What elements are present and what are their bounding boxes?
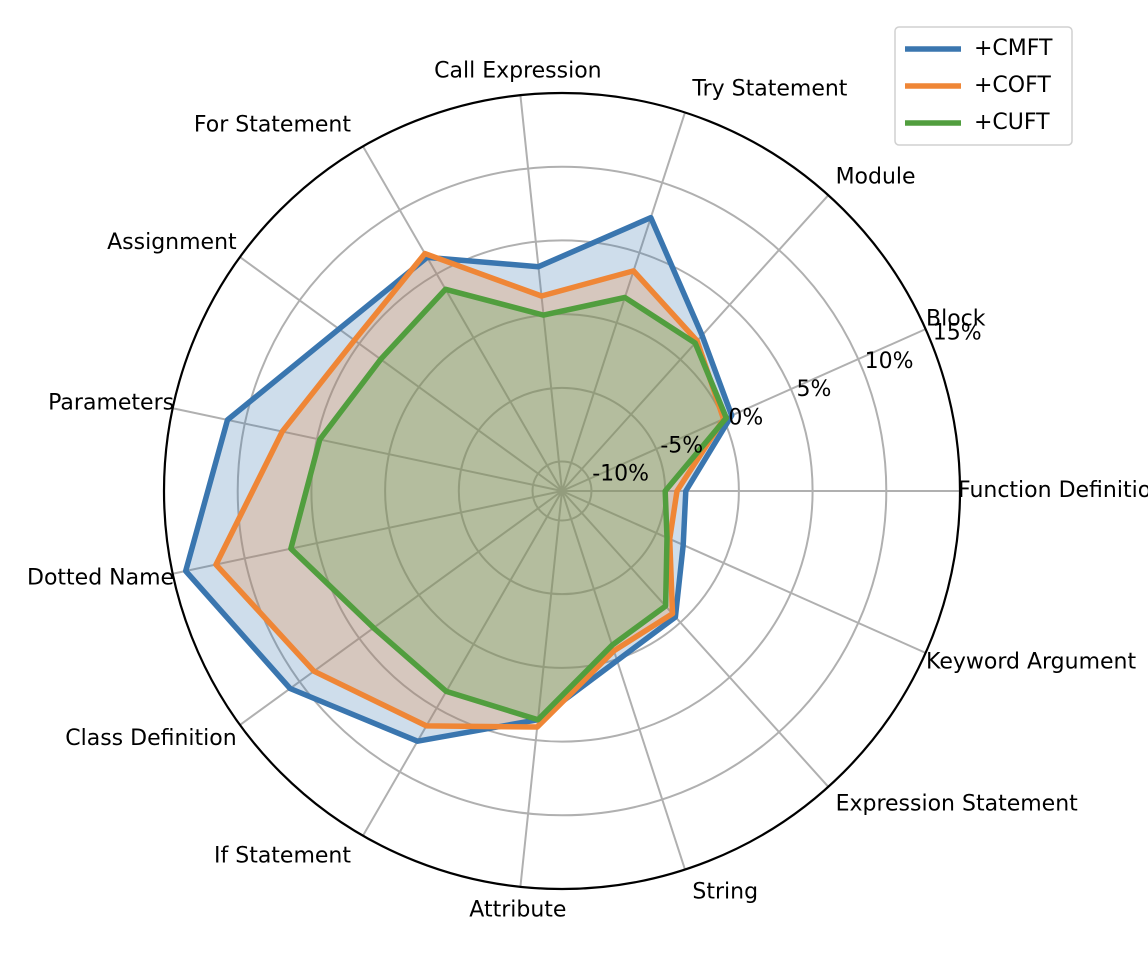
circular-gridline [310,239,814,743]
series-line-cmft [182,214,735,744]
radial-gridline [172,490,563,575]
category-label: Parameters [48,390,174,415]
circular-gridline [236,165,888,817]
circular-gridline [531,460,593,522]
radial-gridline [519,490,563,887]
category-label: Try Statement [691,77,847,102]
category-label: String [692,879,758,904]
radial-gridline [561,328,926,492]
series-area-cmft [185,217,732,742]
radial-tick-label: -10% [592,462,649,487]
legend-box [894,26,1073,146]
category-label: Block [926,306,986,331]
category-label-layer: Function Definition Block Module Try Statem… [27,58,1148,922]
series-fill-layer [185,217,732,742]
radial-gridline [239,256,563,492]
series-line-cuft [288,286,730,723]
series-area-cuft [290,289,727,720]
radial-gridline [561,490,830,788]
legend-entries: +CMFT +COFT +CUFT [905,36,1053,135]
radial-tick-label: 5% [797,377,832,402]
radial-tick-label: 10% [865,349,914,374]
category-label: Call Expression [434,58,601,83]
series-line-layer [182,214,735,744]
radial-tick-label: 0% [728,405,763,430]
circular-gridline [384,313,740,669]
outer-frame-circle [162,91,962,891]
radial-tick-label: -5% [660,434,703,459]
category-label: If Statement [214,843,351,868]
legend-label: +CMFT [974,36,1053,61]
radial-gridline [561,112,686,492]
category-label: Expression Statement [836,792,1079,817]
category-label: For Statement [194,113,352,138]
category-label: Attribute [469,898,566,923]
radial-gridline [561,490,686,870]
radial-gridline [239,490,563,726]
radial-gridline [172,407,563,492]
category-label: Dotted Name [27,566,174,591]
radial-gridline [362,145,563,492]
category-label: Class Definition [65,726,236,751]
series-line-coft [213,250,727,730]
legend-label: +COFT [974,73,1051,98]
category-label: Module [836,164,916,189]
tick-label-layer: -10% -5% 0% 5% 10% 15% [592,321,981,487]
category-label: Keyword Argument [926,650,1136,675]
series-area-coft [216,253,724,727]
legend: +CMFT +COFT +CUFT [894,26,1073,146]
radial-tick-label: 15% [933,321,982,346]
legend-label: +CUFT [974,110,1050,135]
category-label: Function Definition [958,478,1148,503]
radial-gridline [561,490,926,654]
grid-layer [162,91,962,891]
radial-gridline [362,490,563,837]
category-label: Assignment [107,230,237,255]
